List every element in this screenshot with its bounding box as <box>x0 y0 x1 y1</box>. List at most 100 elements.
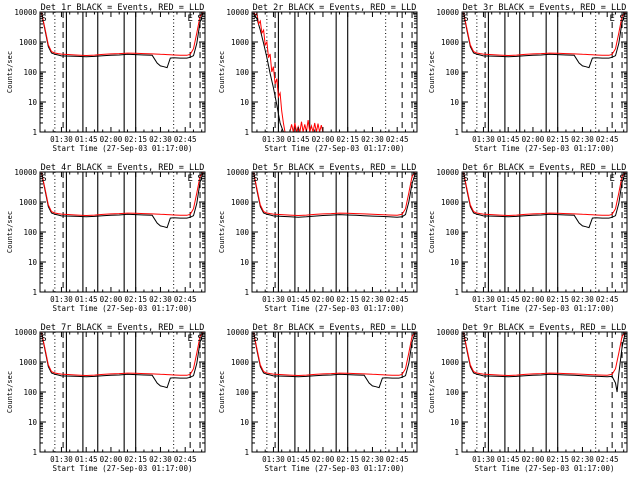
x-tick-label: 02:00 <box>312 135 335 144</box>
chart-title: Det 7r BLACK = Events, RED = LLD <box>41 323 205 333</box>
y-tick-label: 1000 <box>19 198 38 207</box>
chart-title: Det 8r BLACK = Events, RED = LLD <box>253 323 417 333</box>
y-tick-label: 1000 <box>231 38 250 47</box>
events-series-line <box>41 12 204 69</box>
x-tick-label: 02:30 <box>149 455 172 464</box>
x-tick-label: 02:45 <box>386 135 409 144</box>
annotation-label: S <box>463 14 468 24</box>
x-tick-label: 01:30 <box>472 455 495 464</box>
x-tick-label: 02:30 <box>571 135 594 144</box>
y-tick-label: 1 <box>32 448 37 457</box>
x-tick-label: 01:30 <box>472 135 495 144</box>
x-tick-label: 02:45 <box>174 295 197 304</box>
x-tick-label: 02:30 <box>361 295 384 304</box>
x-tick-label: 02:15 <box>546 135 569 144</box>
events-series-line <box>463 332 626 393</box>
y-tick-label: 1000 <box>231 358 250 367</box>
chart-title: Det 4r BLACK = Events, RED = LLD <box>41 163 205 173</box>
y-tick-label: 10000 <box>14 328 37 337</box>
x-tick-label: 02:00 <box>522 295 545 304</box>
annotation-label: S <box>463 174 468 184</box>
events-series-line <box>253 332 416 389</box>
annotation-label: S <box>253 334 258 344</box>
y-tick-label: 100 <box>235 68 249 77</box>
y-axis-label: Counts/sec <box>6 211 14 253</box>
lld-series-line <box>253 12 324 132</box>
chart-title: Det 3r BLACK = Events, RED = LLD <box>463 3 627 13</box>
chart-panel-8: 1 10 100 1000 10000 01:30 01:45 02:00 02:15 02:30… <box>218 323 418 473</box>
chart-title: Det 6r BLACK = Events, RED = LLD <box>463 163 627 173</box>
x-tick-label: 01:45 <box>75 135 98 144</box>
annotation-label: E <box>609 14 614 24</box>
y-tick-label: 1000 <box>19 358 38 367</box>
y-tick-label: 10 <box>240 98 250 107</box>
annotation-label: E <box>187 334 192 344</box>
x-tick-label: 02:30 <box>149 295 172 304</box>
x-tick-label: 01:45 <box>497 455 520 464</box>
y-tick-label: 1 <box>454 128 459 137</box>
y-tick-label: 1 <box>244 128 249 137</box>
x-tick-label: 01:45 <box>75 455 98 464</box>
x-axis-label: Start Time (27-Sep-03 01:17:00) <box>53 144 193 153</box>
y-tick-label: 1000 <box>441 198 460 207</box>
x-tick-label: 01:30 <box>262 135 285 144</box>
x-axis-label: Start Time (27-Sep-03 01:17:00) <box>475 464 615 473</box>
annotation-label: S <box>253 174 258 184</box>
lld-series-line <box>41 332 204 377</box>
x-axis-label: Start Time (27-Sep-03 01:17:00) <box>475 144 615 153</box>
annotation-label: S <box>41 14 46 24</box>
x-tick-label: 02:00 <box>522 455 545 464</box>
x-tick-label: 01:30 <box>50 135 73 144</box>
x-tick-label: 02:00 <box>312 295 335 304</box>
x-tick-label: 02:45 <box>596 455 619 464</box>
events-series-line <box>463 172 626 229</box>
y-tick-label: 100 <box>445 228 459 237</box>
x-tick-label: 01:45 <box>287 455 310 464</box>
y-tick-label: 100 <box>445 388 459 397</box>
chart-title: Det 5r BLACK = Events, RED = LLD <box>253 163 417 173</box>
lld-series-line <box>253 332 416 377</box>
y-tick-label: 100 <box>235 228 249 237</box>
y-tick-label: 10000 <box>436 168 459 177</box>
annotation-label: S <box>619 14 624 24</box>
y-tick-label: 10 <box>450 258 460 267</box>
y-axis-label: Counts/sec <box>428 51 436 93</box>
chart-title: Det 2r BLACK = Events, RED = LLD <box>253 3 417 13</box>
chart-panel-7: 1 10 100 1000 10000 01:30 01:45 02:00 02:15 02:30… <box>6 323 206 473</box>
y-axis-label: Counts/sec <box>218 371 226 413</box>
y-tick-label: 1000 <box>441 38 460 47</box>
y-tick-label: 10000 <box>436 8 459 17</box>
y-tick-label: 10000 <box>226 8 249 17</box>
y-axis-label: Counts/sec <box>428 211 436 253</box>
annotation-label: S <box>253 14 258 24</box>
x-axis-label: Start Time (27-Sep-03 01:17:00) <box>265 144 405 153</box>
y-tick-label: 1 <box>244 448 249 457</box>
x-tick-label: 02:15 <box>336 135 359 144</box>
y-tick-label: 100 <box>23 228 37 237</box>
y-tick-label: 1 <box>454 288 459 297</box>
y-tick-label: 100 <box>235 388 249 397</box>
x-tick-label: 02:15 <box>124 135 147 144</box>
chart-panel-2: 1 10 100 1000 10000 01:30 01:45 02:00 02:15 02:30… <box>218 3 418 153</box>
x-tick-label: 01:45 <box>287 295 310 304</box>
y-tick-label: 100 <box>445 68 459 77</box>
annotation-label: S <box>197 14 202 24</box>
y-tick-label: 10 <box>240 418 250 427</box>
chart-panel-3: 1 10 100 1000 10000 01:30 01:45 02:00 02:15 02:30… <box>428 3 628 153</box>
x-axis-label: Start Time (27-Sep-03 01:17:00) <box>265 304 405 313</box>
x-axis-label: Start Time (27-Sep-03 01:17:00) <box>475 304 615 313</box>
x-tick-label: 02:45 <box>386 295 409 304</box>
y-tick-label: 1 <box>454 448 459 457</box>
y-axis-label: Counts/sec <box>428 371 436 413</box>
x-tick-label: 01:45 <box>497 295 520 304</box>
x-tick-label: 02:15 <box>546 295 569 304</box>
y-axis-label: Counts/sec <box>6 51 14 93</box>
x-tick-label: 01:30 <box>50 295 73 304</box>
annotation-label: S <box>619 174 624 184</box>
annotation-label: S <box>41 174 46 184</box>
y-tick-label: 100 <box>23 68 37 77</box>
x-tick-label: 02:45 <box>386 455 409 464</box>
chart-panel-1: 1 10 100 1000 10000 01:30 01:45 02:00 02:15 02:30… <box>6 3 206 153</box>
